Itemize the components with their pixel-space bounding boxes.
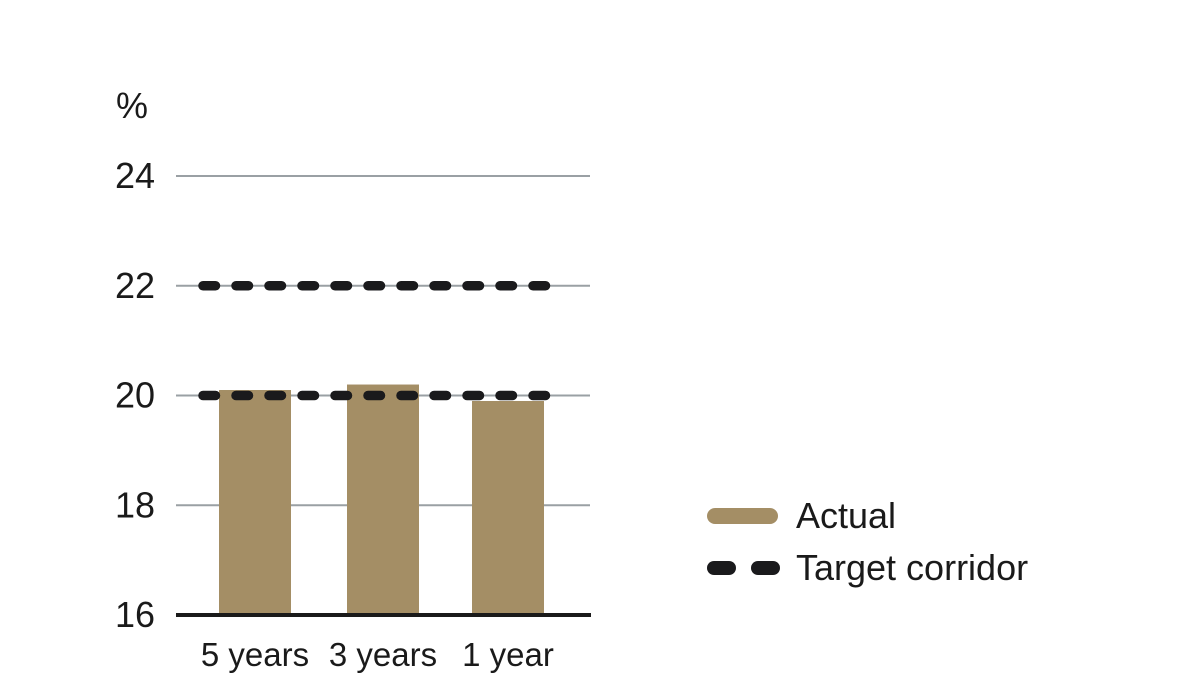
y-tick-label-16: 16 (115, 594, 155, 635)
legend-item-actual: Actual (707, 492, 1028, 539)
x-category-label-3-years: 3 years (329, 636, 437, 673)
y-tick-label-22: 22 (115, 265, 155, 306)
bar-5-years (219, 390, 291, 615)
legend-item-target-corridor: Target corridor (707, 544, 1028, 591)
y-tick-label-18: 18 (115, 484, 155, 525)
legend-label-target-corridor: Target corridor (796, 546, 1029, 588)
actual-swatch-icon (707, 507, 780, 524)
target-corridor-swatch-icon (707, 560, 780, 575)
x-category-label-1-year: 1 year (462, 636, 554, 673)
y-tick-label-20: 20 (115, 375, 155, 416)
x-category-label-5-years: 5 years (201, 636, 309, 673)
y-axis-unit-label: % (116, 85, 148, 126)
bar-3-years (347, 384, 419, 615)
legend-label-actual: Actual (796, 494, 897, 536)
legend: Actual Target corridor (707, 492, 1028, 591)
y-tick-label-24: 24 (115, 155, 155, 196)
bar-1-year (472, 400, 544, 615)
